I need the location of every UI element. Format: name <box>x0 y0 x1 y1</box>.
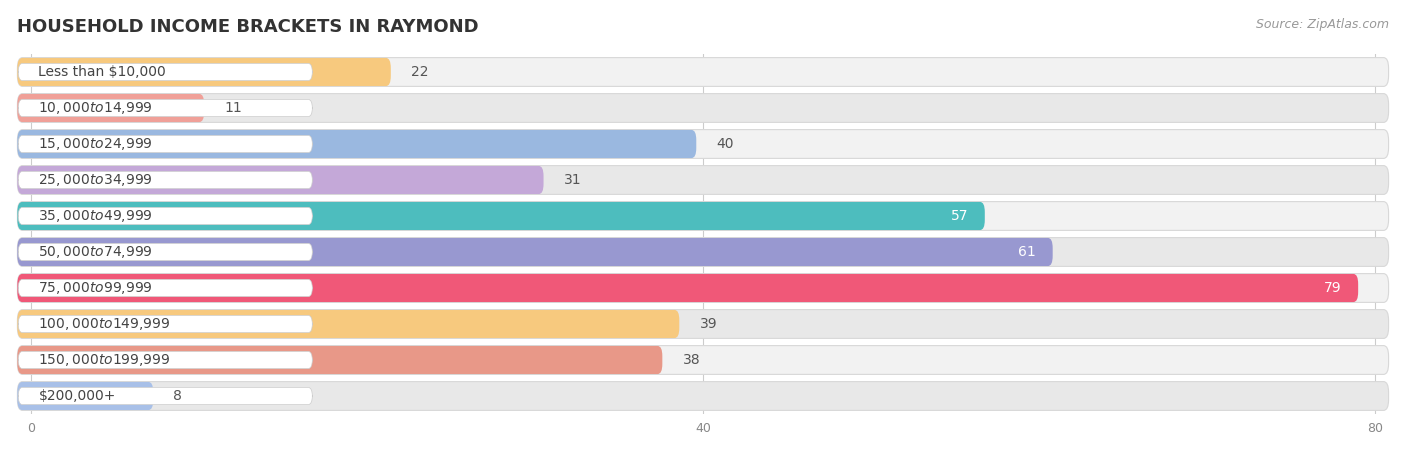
FancyBboxPatch shape <box>17 94 204 122</box>
FancyBboxPatch shape <box>18 351 312 369</box>
FancyBboxPatch shape <box>18 315 312 333</box>
FancyBboxPatch shape <box>17 274 1389 302</box>
Text: $15,000 to $24,999: $15,000 to $24,999 <box>38 136 153 152</box>
FancyBboxPatch shape <box>18 207 312 225</box>
Text: 39: 39 <box>699 317 717 331</box>
Text: $50,000 to $74,999: $50,000 to $74,999 <box>38 244 153 260</box>
FancyBboxPatch shape <box>18 387 312 405</box>
Text: 79: 79 <box>1323 281 1341 295</box>
Text: $35,000 to $49,999: $35,000 to $49,999 <box>38 208 153 224</box>
FancyBboxPatch shape <box>18 99 312 117</box>
FancyBboxPatch shape <box>17 202 984 230</box>
FancyBboxPatch shape <box>17 274 1358 302</box>
FancyBboxPatch shape <box>17 346 662 374</box>
FancyBboxPatch shape <box>17 166 1389 194</box>
FancyBboxPatch shape <box>18 171 312 189</box>
Text: 57: 57 <box>950 209 967 223</box>
Text: $150,000 to $199,999: $150,000 to $199,999 <box>38 352 172 368</box>
Text: 40: 40 <box>717 137 734 151</box>
FancyBboxPatch shape <box>18 135 312 153</box>
Text: 11: 11 <box>225 101 242 115</box>
FancyBboxPatch shape <box>17 382 153 410</box>
Text: 38: 38 <box>682 353 700 367</box>
FancyBboxPatch shape <box>17 310 679 338</box>
Text: Source: ZipAtlas.com: Source: ZipAtlas.com <box>1256 18 1389 31</box>
Text: 31: 31 <box>564 173 581 187</box>
FancyBboxPatch shape <box>17 130 696 158</box>
FancyBboxPatch shape <box>17 238 1389 266</box>
Text: $100,000 to $149,999: $100,000 to $149,999 <box>38 316 172 332</box>
FancyBboxPatch shape <box>17 94 1389 122</box>
FancyBboxPatch shape <box>17 382 1389 410</box>
Text: 61: 61 <box>1018 245 1036 259</box>
FancyBboxPatch shape <box>17 166 544 194</box>
Text: 8: 8 <box>173 389 183 403</box>
Text: $10,000 to $14,999: $10,000 to $14,999 <box>38 100 153 116</box>
Text: $75,000 to $99,999: $75,000 to $99,999 <box>38 280 153 296</box>
FancyBboxPatch shape <box>17 130 1389 158</box>
FancyBboxPatch shape <box>18 243 312 261</box>
Text: 22: 22 <box>411 65 429 79</box>
FancyBboxPatch shape <box>17 58 391 86</box>
FancyBboxPatch shape <box>17 58 1389 86</box>
FancyBboxPatch shape <box>18 63 312 81</box>
FancyBboxPatch shape <box>17 310 1389 338</box>
FancyBboxPatch shape <box>17 238 1053 266</box>
Text: HOUSEHOLD INCOME BRACKETS IN RAYMOND: HOUSEHOLD INCOME BRACKETS IN RAYMOND <box>17 18 478 36</box>
FancyBboxPatch shape <box>17 346 1389 374</box>
Text: Less than $10,000: Less than $10,000 <box>38 65 166 79</box>
Text: $25,000 to $34,999: $25,000 to $34,999 <box>38 172 153 188</box>
FancyBboxPatch shape <box>17 202 1389 230</box>
Text: $200,000+: $200,000+ <box>38 389 115 403</box>
FancyBboxPatch shape <box>18 279 312 297</box>
